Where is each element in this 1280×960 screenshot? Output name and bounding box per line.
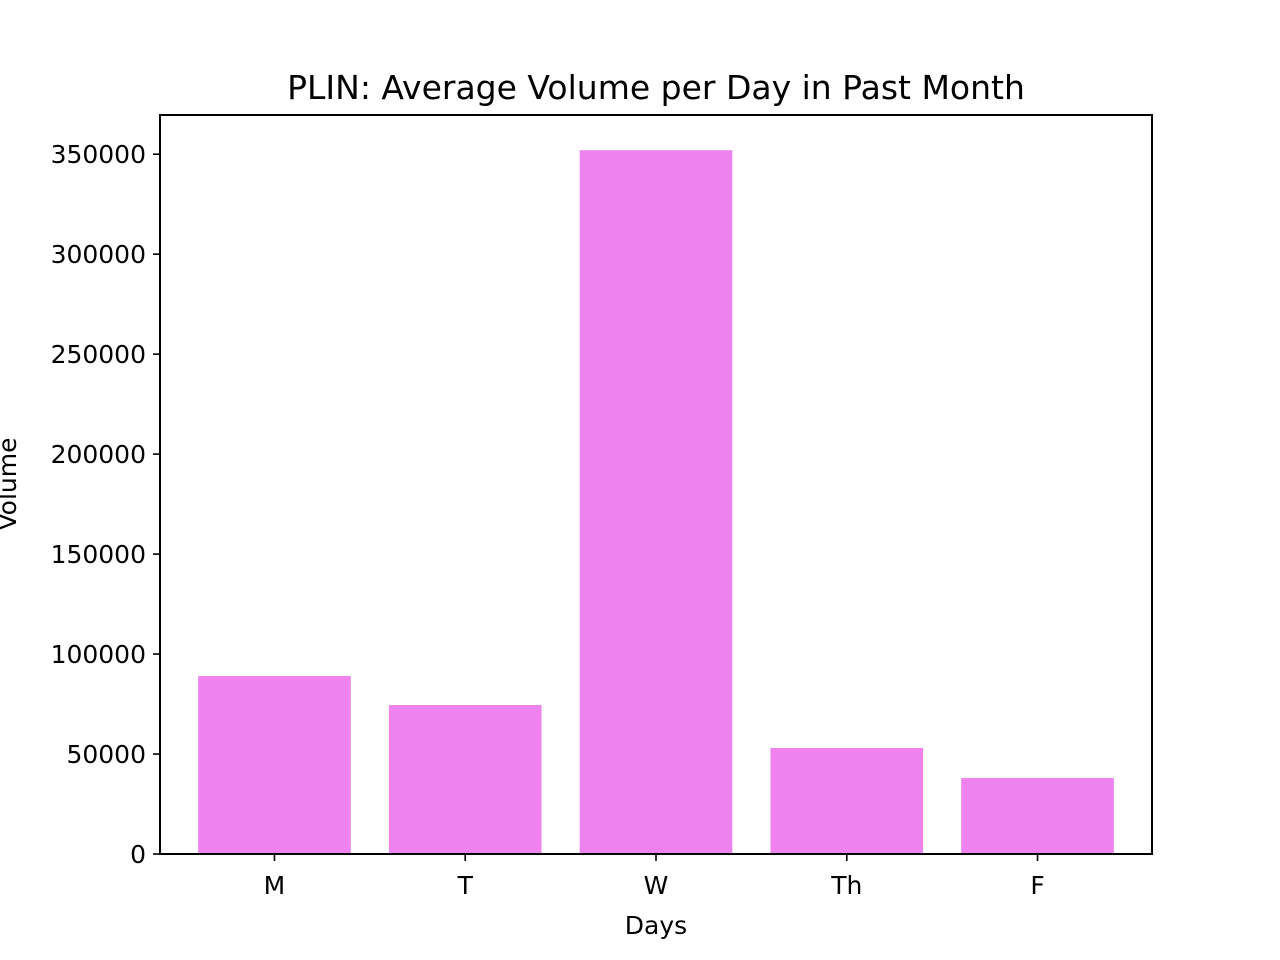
bar-t (388, 705, 542, 854)
y-tick-label: 100000 (51, 640, 146, 669)
y-axis: 0 50000 100000 150000 200000 250000 300000 3500… (51, 140, 160, 869)
bar-m (198, 676, 351, 854)
plot-frame (159, 114, 1153, 855)
y-tick-label: 150000 (51, 540, 146, 569)
chart-title: PLIN: Average Volume per Day in Past Mon… (287, 68, 1025, 107)
bars-group (198, 150, 1114, 854)
bar-f (961, 778, 1114, 854)
y-tick-label: 0 (130, 840, 146, 869)
bar-w (579, 150, 733, 854)
x-axis-label: Days (625, 911, 687, 940)
x-tick-label: Th (830, 871, 862, 900)
y-tick-label: 250000 (51, 340, 146, 369)
x-tick-label: M (264, 871, 286, 900)
y-tick-label: 350000 (51, 140, 146, 169)
x-tick-label: W (644, 871, 669, 900)
y-tick-label: 300000 (51, 240, 146, 269)
y-axis-label: Volume (0, 438, 22, 531)
x-tick-label: T (457, 871, 474, 900)
bar-th (770, 748, 924, 854)
x-axis: M T W Th F (264, 854, 1045, 900)
x-tick-label: F (1030, 871, 1044, 900)
y-tick-label: 50000 (66, 740, 146, 769)
y-tick-label: 200000 (51, 440, 146, 469)
